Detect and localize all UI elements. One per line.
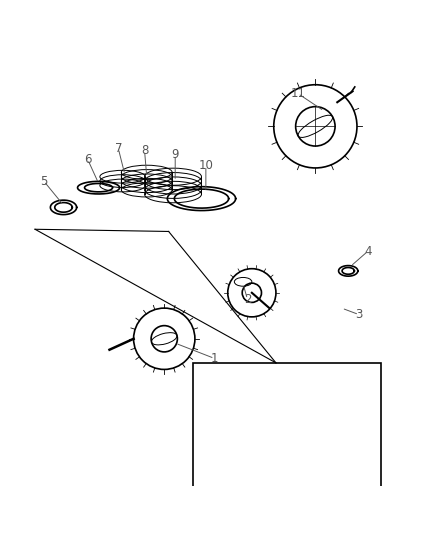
Text: 3: 3	[356, 308, 363, 321]
Text: 4: 4	[364, 245, 372, 257]
Text: 11: 11	[290, 87, 305, 100]
Bar	[193, 363, 381, 494]
Text: 8: 8	[141, 144, 148, 157]
Text: 10: 10	[198, 159, 213, 172]
Text: 5: 5	[40, 175, 47, 188]
Text: 9: 9	[171, 148, 179, 161]
Text: 6: 6	[84, 152, 92, 166]
Text: 7: 7	[114, 142, 122, 155]
Text: 2: 2	[244, 293, 251, 306]
Text: 1: 1	[211, 352, 219, 365]
